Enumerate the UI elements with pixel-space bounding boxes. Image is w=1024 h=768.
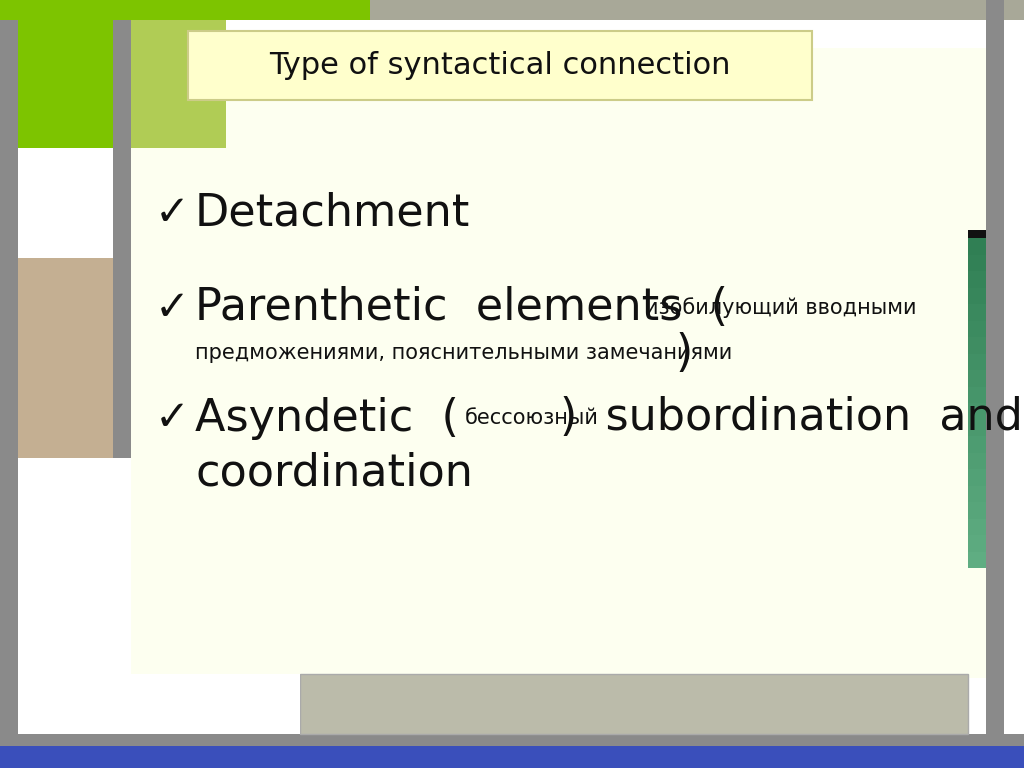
Bar bbox=[968, 270, 986, 287]
Bar bbox=[0, 0, 370, 20]
Bar bbox=[0, 0, 1024, 20]
Bar bbox=[300, 674, 968, 734]
Bar bbox=[18, 20, 113, 148]
Text: ✓: ✓ bbox=[155, 287, 189, 329]
Bar bbox=[968, 419, 986, 436]
Text: бессоюзный: бессоюзный bbox=[465, 408, 599, 428]
Bar bbox=[131, 48, 986, 678]
Bar bbox=[968, 534, 986, 551]
Bar bbox=[18, 674, 300, 734]
Bar bbox=[968, 319, 986, 337]
Text: ✓: ✓ bbox=[155, 397, 189, 439]
Bar bbox=[968, 286, 986, 304]
Bar bbox=[968, 435, 986, 452]
Bar bbox=[968, 402, 986, 419]
Bar bbox=[968, 230, 986, 238]
Bar bbox=[968, 485, 986, 502]
Bar bbox=[0, 0, 18, 768]
Text: предможениями, пояснительными замечаниями: предможениями, пояснительными замечаниям… bbox=[195, 343, 732, 363]
Text: )  subordination  and: ) subordination and bbox=[560, 396, 1023, 439]
Bar bbox=[968, 501, 986, 518]
Text: Type of syntactical connection: Type of syntactical connection bbox=[269, 51, 731, 80]
Text: изобилующий вводными: изобилующий вводными bbox=[645, 297, 916, 319]
Bar bbox=[300, 674, 968, 734]
Bar bbox=[0, 746, 1024, 768]
Bar bbox=[968, 452, 986, 469]
Text: Detachment: Detachment bbox=[195, 191, 470, 234]
Text: Asyndetic  (: Asyndetic ( bbox=[195, 396, 459, 439]
Bar bbox=[131, 20, 226, 148]
Bar bbox=[968, 468, 986, 485]
Text: Parenthetic  elements  (: Parenthetic elements ( bbox=[195, 286, 728, 329]
Text: ✓: ✓ bbox=[155, 192, 189, 234]
Text: ): ) bbox=[675, 332, 692, 375]
Bar bbox=[968, 369, 986, 386]
Bar bbox=[113, 20, 131, 458]
Bar bbox=[968, 551, 986, 568]
Bar bbox=[968, 518, 986, 535]
Bar bbox=[18, 258, 113, 458]
Bar bbox=[968, 253, 986, 271]
Bar bbox=[968, 303, 986, 320]
Bar bbox=[968, 386, 986, 403]
Bar bbox=[968, 353, 986, 370]
Bar bbox=[968, 237, 986, 254]
Bar bbox=[986, 0, 1004, 768]
Text: coordination: coordination bbox=[195, 452, 473, 495]
Bar bbox=[610, 0, 986, 20]
FancyBboxPatch shape bbox=[188, 31, 812, 100]
Bar bbox=[18, 148, 113, 258]
Bar bbox=[968, 336, 986, 353]
Bar bbox=[0, 734, 1024, 746]
